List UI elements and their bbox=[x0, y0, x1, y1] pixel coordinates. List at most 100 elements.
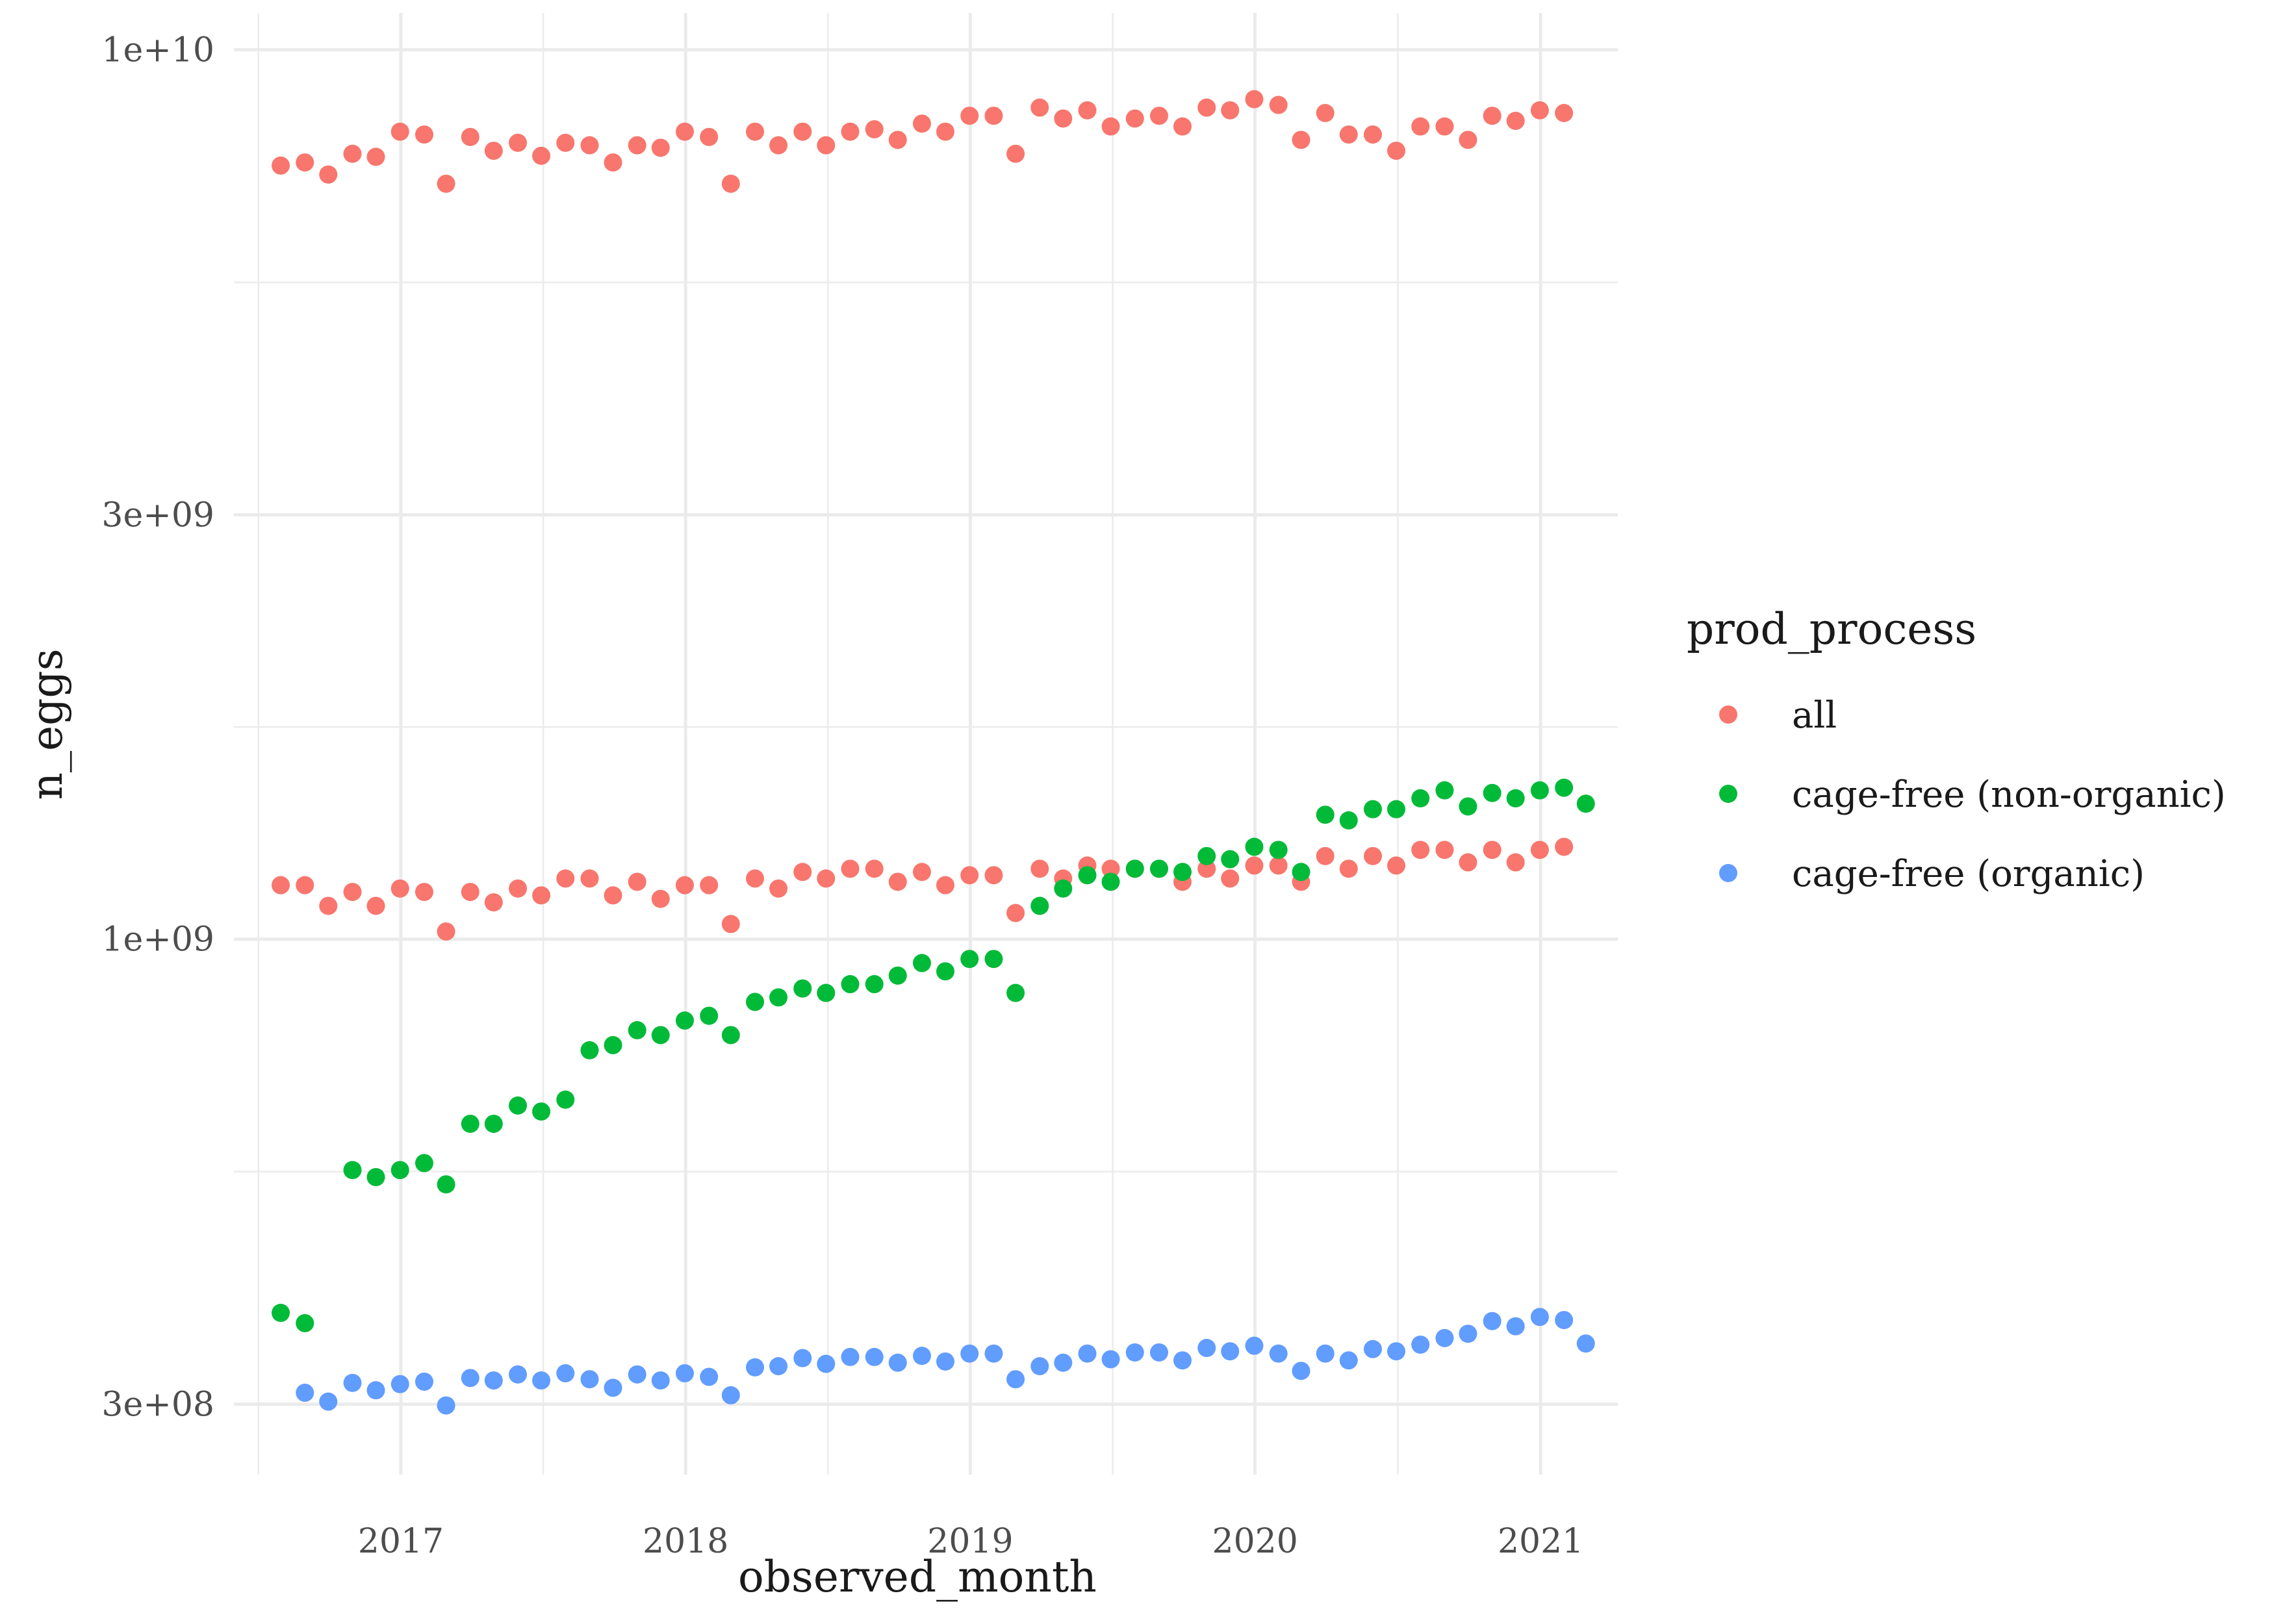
data-point-cage-free-non-organic bbox=[1363, 800, 1382, 818]
data-point-cage-free-organic bbox=[912, 1347, 931, 1365]
data-point-cage-free-non-organic bbox=[1030, 896, 1049, 915]
data-point-cage-free-organic bbox=[1245, 1336, 1264, 1355]
y-tick-label: 1e+10 bbox=[101, 31, 214, 70]
data-point-all bbox=[984, 107, 1003, 125]
data-point-cage-free-non-organic bbox=[296, 1313, 314, 1332]
data-point-all bbox=[651, 889, 670, 908]
data-point-cage-free-non-organic bbox=[343, 1161, 362, 1180]
data-point-cage-free-organic bbox=[769, 1357, 788, 1376]
data-point-all bbox=[1483, 107, 1501, 125]
data-point-cage-free-non-organic bbox=[366, 1168, 385, 1187]
data-point-all bbox=[604, 886, 622, 905]
data-point-all bbox=[721, 915, 740, 933]
data-point-cage-free-organic bbox=[556, 1364, 575, 1383]
minor-gridlines bbox=[234, 13, 1618, 1475]
data-point-cage-free-non-organic bbox=[509, 1096, 528, 1115]
data-point-all bbox=[556, 869, 575, 888]
data-point-all bbox=[296, 876, 314, 894]
data-point-cage-free-organic bbox=[651, 1371, 670, 1390]
data-point-all bbox=[1030, 98, 1049, 117]
data-point-all bbox=[1245, 90, 1264, 108]
data-point-cage-free-non-organic bbox=[1150, 859, 1169, 878]
data-point-cage-free-organic bbox=[841, 1347, 860, 1366]
data-point-cage-free-non-organic bbox=[841, 975, 860, 994]
data-point-cage-free-organic bbox=[1555, 1311, 1574, 1330]
data-point-all bbox=[1363, 125, 1382, 144]
data-point-cage-free-non-organic bbox=[1054, 879, 1073, 898]
data-point-all bbox=[1197, 98, 1216, 117]
data-point-cage-free-non-organic bbox=[1555, 778, 1574, 797]
data-point-all bbox=[912, 863, 931, 882]
data-point-all bbox=[343, 883, 362, 902]
data-point-cage-free-organic bbox=[936, 1352, 955, 1371]
x-tick-label: 2020 bbox=[1212, 1522, 1298, 1561]
data-point-all bbox=[1459, 853, 1477, 872]
data-point-cage-free-non-organic bbox=[1483, 783, 1501, 802]
data-point-cage-free-organic bbox=[1006, 1370, 1025, 1389]
data-point-cage-free-organic bbox=[1459, 1325, 1477, 1343]
data-point-all bbox=[296, 153, 314, 172]
data-point-all bbox=[793, 122, 812, 141]
data-point-cage-free-non-organic bbox=[912, 954, 931, 972]
data-point-all bbox=[888, 872, 907, 891]
data-point-cage-free-organic bbox=[461, 1369, 479, 1388]
data-point-all bbox=[532, 146, 551, 165]
data-point-cage-free-organic bbox=[1530, 1308, 1549, 1326]
data-point-all bbox=[1506, 112, 1525, 131]
data-point-all bbox=[1269, 95, 1288, 114]
data-point-cage-free-organic bbox=[1576, 1334, 1595, 1353]
data-point-cage-free-non-organic bbox=[484, 1114, 503, 1133]
data-point-cage-free-organic bbox=[366, 1381, 385, 1400]
data-point-cage-free-non-organic bbox=[1530, 781, 1549, 800]
data-point-all bbox=[1316, 103, 1335, 122]
data-point-cage-free-non-organic bbox=[936, 962, 955, 981]
data-point-cage-free-organic bbox=[793, 1349, 812, 1367]
y-tick-label: 1e+09 bbox=[101, 920, 214, 959]
data-point-cage-free-organic bbox=[746, 1358, 765, 1377]
data-point-cage-free-non-organic bbox=[1078, 866, 1097, 885]
data-point-cage-free-organic bbox=[1506, 1317, 1525, 1336]
y-tick-label: 3e+08 bbox=[101, 1386, 214, 1425]
data-point-all bbox=[1363, 846, 1382, 865]
data-point-cage-free-non-organic bbox=[793, 979, 812, 998]
data-point-cage-free-organic bbox=[580, 1370, 599, 1389]
data-point-cage-free-organic bbox=[1411, 1335, 1430, 1354]
data-point-cage-free-non-organic bbox=[580, 1041, 599, 1059]
data-point-all bbox=[1101, 117, 1120, 136]
data-point-cage-free-non-organic bbox=[960, 950, 979, 969]
data-point-all bbox=[604, 153, 622, 172]
data-point-cage-free-organic bbox=[1197, 1339, 1216, 1358]
data-point-all bbox=[793, 863, 812, 882]
data-point-all bbox=[1339, 125, 1358, 144]
data-point-all bbox=[746, 869, 765, 888]
data-point-cage-free-organic bbox=[888, 1353, 907, 1372]
data-point-all bbox=[700, 876, 719, 894]
data-point-cage-free-non-organic bbox=[1576, 794, 1595, 813]
x-tick-label: 2017 bbox=[358, 1522, 444, 1561]
data-point-all bbox=[1030, 859, 1049, 878]
data-point-cage-free-non-organic bbox=[415, 1154, 433, 1173]
data-point-cage-free-non-organic bbox=[628, 1021, 646, 1039]
legend-key-marker bbox=[1719, 785, 1737, 803]
data-point-cage-free-non-organic bbox=[1387, 800, 1406, 818]
data-point-all bbox=[746, 122, 765, 141]
data-point-cage-free-organic bbox=[628, 1365, 646, 1384]
data-point-cage-free-organic bbox=[1363, 1339, 1382, 1358]
data-point-all bbox=[1459, 131, 1477, 149]
data-point-cage-free-non-organic bbox=[721, 1026, 740, 1045]
data-point-cage-free-organic bbox=[721, 1386, 740, 1404]
data-point-cage-free-non-organic bbox=[888, 966, 907, 985]
y-tick-label: 3e+09 bbox=[101, 496, 214, 535]
legend-key-marker bbox=[1719, 705, 1737, 724]
data-point-all bbox=[484, 893, 503, 912]
data-point-all bbox=[865, 859, 884, 878]
data-point-all bbox=[984, 866, 1003, 885]
data-point-all bbox=[628, 136, 646, 155]
y-axis-title: n_eggs bbox=[22, 649, 72, 800]
data-point-cage-free-non-organic bbox=[1125, 859, 1144, 878]
data-point-all bbox=[319, 165, 338, 184]
data-point-all bbox=[1245, 856, 1264, 875]
data-point-cage-free-non-organic bbox=[272, 1304, 290, 1323]
data-point-cage-free-organic bbox=[319, 1392, 338, 1411]
data-point-all bbox=[556, 133, 575, 152]
